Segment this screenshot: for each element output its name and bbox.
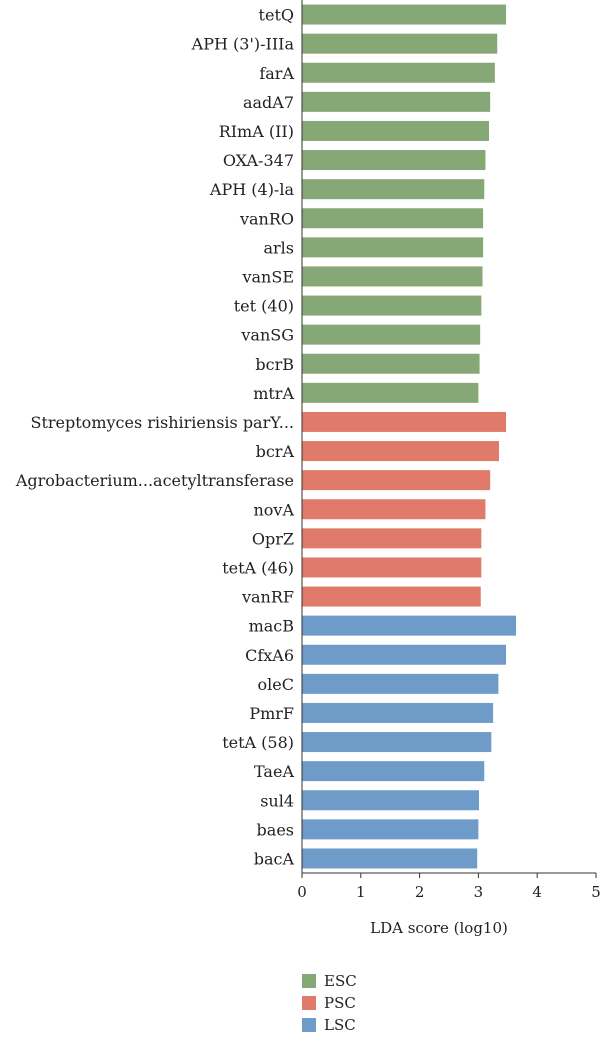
category-label-taea: TaeA [254, 762, 294, 781]
category-label-macb: macB [249, 617, 294, 636]
bar-sul4 [302, 790, 479, 811]
bar-olec [302, 673, 499, 694]
bar-vansg [302, 324, 481, 345]
bar-tetq [302, 4, 507, 25]
legend-item-lsc: LSC [302, 1014, 357, 1036]
category-label-vansg: vanSG [240, 326, 294, 345]
bar-tet-40 [302, 295, 482, 316]
lda-bar-chart: tetQ APH (3')-IIIa farA aadA7 RImA (II) OXA-3… [15, 0, 600, 937]
bar-taea [302, 761, 485, 782]
category-label-tet-40: tet (40) [234, 297, 294, 316]
bar-baca [302, 848, 478, 869]
bar-arls [302, 237, 484, 258]
category-label-teta-58: tetA (58) [222, 733, 294, 752]
legend-swatch-esc [302, 974, 316, 988]
legend-label-lsc: LSC [324, 1016, 356, 1034]
category-label-olec: oleC [258, 675, 294, 694]
bar-baes [302, 819, 479, 840]
x-tick-label-1: 1 [356, 883, 366, 901]
bar-macb [302, 615, 517, 636]
category-label-group: tetQ APH (3')-IIIa farA aadA7 RImA (II) OXA-3… [15, 6, 295, 869]
bar-bcra [302, 441, 499, 462]
bar-rima-ii [302, 120, 489, 141]
category-label-pmrf: PmrF [249, 704, 294, 723]
category-label-aph-3-iiia: APH (3')-IIIa [191, 35, 295, 54]
bar-aph-4-la [302, 179, 485, 200]
x-tick-label-0: 0 [297, 883, 307, 901]
category-label-aph-4-la: APH (4)-la [209, 180, 295, 199]
category-label-fara: farA [259, 64, 294, 83]
legend-label-psc: PSC [324, 994, 356, 1012]
category-label-mtra: mtrA [253, 384, 294, 403]
category-label-cfxa6: CfxA6 [245, 646, 294, 665]
legend-label-esc: ESC [324, 972, 357, 990]
bar-cfxa6 [302, 644, 507, 665]
category-label-teta-46: tetA (46) [222, 558, 294, 577]
bar-vanse [302, 266, 483, 287]
bar-agrobacterium-acetyltransferase [302, 470, 491, 491]
x-axis-title: LDA score (log10) [370, 919, 508, 937]
bar-group [302, 4, 517, 869]
bar-aph-3-iiia [302, 33, 498, 54]
category-label-nova: novA [253, 500, 294, 519]
category-label-streptomyces-rishiriensis-pary: Streptomyces rishiriensis parY... [31, 413, 295, 432]
legend: ESC PSC LSC [302, 970, 357, 1036]
bar-streptomyces-rishiriensis-pary [302, 411, 507, 432]
bar-teta-46 [302, 557, 482, 578]
bar-aada7 [302, 91, 491, 112]
category-label-vanro: vanRO [239, 209, 294, 228]
bar-fara [302, 62, 495, 83]
category-label-rima-ii: RImA (II) [219, 122, 294, 141]
legend-swatch-psc [302, 996, 316, 1010]
x-tick-label-2: 2 [415, 883, 425, 901]
category-label-vanrf: vanRF [241, 588, 294, 607]
category-label-bcra: bcrA [256, 442, 295, 461]
category-label-baes: baes [257, 820, 294, 839]
category-label-aada7: aadA7 [243, 93, 294, 112]
bar-teta-58 [302, 732, 492, 753]
bar-mtra [302, 382, 479, 403]
category-label-agrobacterium-acetyltransferase: Agrobacterium...acetyltransferase [15, 471, 294, 490]
category-label-bcrb: bcrB [255, 355, 294, 374]
x-tick-label-5: 5 [591, 883, 600, 901]
category-label-tetq: tetQ [259, 6, 294, 25]
category-label-sul4: sul4 [260, 791, 294, 810]
bar-oxa-347 [302, 150, 486, 171]
x-axis: 0 1 2 3 4 5 [297, 0, 600, 901]
legend-swatch-lsc [302, 1018, 316, 1032]
bar-pmrf [302, 702, 494, 723]
x-tick-label-3: 3 [474, 883, 484, 901]
category-label-vanse: vanSE [241, 267, 294, 286]
x-tick-label-4: 4 [532, 883, 542, 901]
category-label-oprz: OprZ [252, 529, 294, 548]
bar-vanrf [302, 586, 481, 607]
legend-item-esc: ESC [302, 970, 357, 992]
bar-oprz [302, 528, 482, 549]
category-label-arls: arls [263, 238, 294, 257]
category-label-oxa-347: OXA-347 [223, 151, 294, 170]
bar-bcrb [302, 353, 480, 374]
category-label-baca: bacA [254, 849, 295, 868]
bar-nova [302, 499, 486, 520]
legend-item-psc: PSC [302, 992, 357, 1014]
bar-vanro [302, 208, 484, 229]
